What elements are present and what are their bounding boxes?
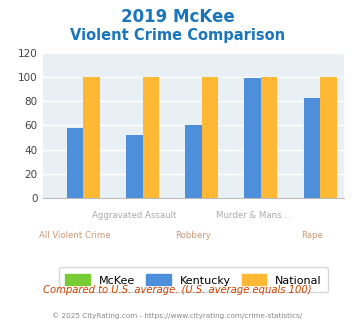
- Text: Violent Crime Comparison: Violent Crime Comparison: [70, 28, 285, 43]
- Bar: [67, 128, 83, 198]
- Bar: [304, 98, 320, 198]
- Text: © 2025 CityRating.com - https://www.cityrating.com/crime-statistics/: © 2025 CityRating.com - https://www.city…: [53, 312, 302, 318]
- Text: Murder & Mans...: Murder & Mans...: [216, 211, 289, 220]
- Bar: [83, 77, 100, 198]
- Bar: [143, 77, 159, 198]
- Text: Aggravated Assault: Aggravated Assault: [92, 211, 176, 220]
- Text: All Violent Crime: All Violent Crime: [39, 231, 111, 240]
- Bar: [320, 77, 337, 198]
- Legend: McKee, Kentucky, National: McKee, Kentucky, National: [59, 267, 328, 292]
- Text: Rape: Rape: [301, 231, 323, 240]
- Bar: [202, 77, 218, 198]
- Bar: [185, 125, 202, 198]
- Bar: [126, 135, 143, 198]
- Bar: [244, 78, 261, 198]
- Text: 2019 McKee: 2019 McKee: [121, 8, 234, 26]
- Bar: [261, 77, 278, 198]
- Text: Robbery: Robbery: [175, 231, 212, 240]
- Text: Compared to U.S. average. (U.S. average equals 100): Compared to U.S. average. (U.S. average …: [43, 285, 312, 295]
